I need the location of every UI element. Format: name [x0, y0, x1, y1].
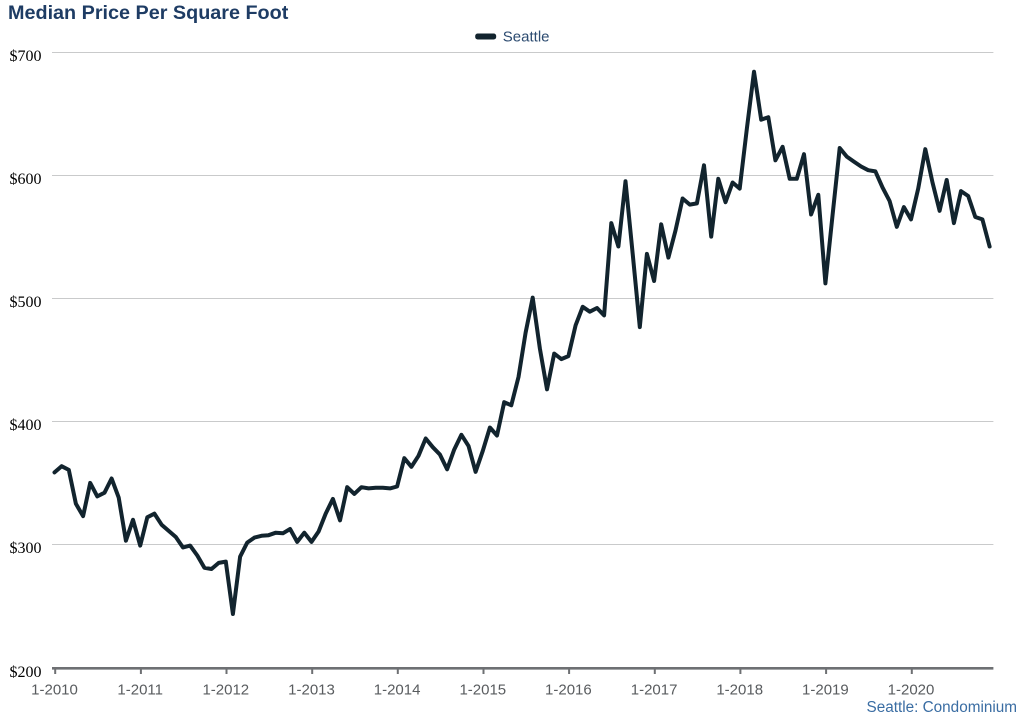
svg-text:1-2013: 1-2013 [288, 682, 335, 699]
svg-text:1-2011: 1-2011 [117, 682, 163, 699]
svg-text:1-2018: 1-2018 [716, 682, 763, 699]
svg-text:1-2015: 1-2015 [459, 682, 506, 699]
svg-text:1-2010: 1-2010 [31, 682, 78, 699]
svg-text:1-2014: 1-2014 [374, 682, 421, 699]
svg-text:1-2017: 1-2017 [631, 682, 678, 699]
svg-text:1-2012: 1-2012 [202, 682, 249, 699]
svg-text:Seattle: Condominium: Seattle: Condominium [867, 699, 1018, 716]
svg-text:$500: $500 [10, 294, 42, 311]
svg-text:Seattle: Seattle [503, 29, 550, 46]
svg-text:$700: $700 [10, 48, 42, 65]
svg-text:$600: $600 [10, 171, 42, 188]
svg-text:$200: $200 [10, 664, 42, 681]
svg-text:Median Price Per Square Foot: Median Price Per Square Foot [8, 2, 289, 24]
svg-text:1-2020: 1-2020 [888, 682, 935, 699]
svg-text:1-2016: 1-2016 [545, 682, 592, 699]
svg-text:$400: $400 [10, 417, 42, 434]
svg-text:$300: $300 [10, 540, 42, 557]
svg-text:1-2019: 1-2019 [802, 682, 849, 699]
